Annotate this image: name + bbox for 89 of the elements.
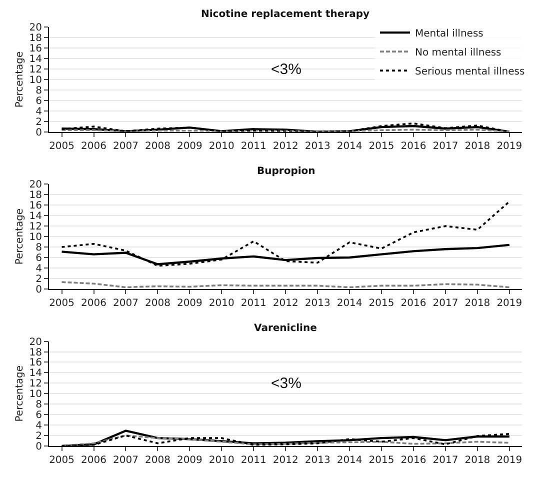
- y-tick-label: 0: [36, 284, 42, 296]
- y-tick-label: 4: [36, 106, 42, 118]
- y-axis-title: Percentage: [14, 365, 26, 422]
- x-tick-label: 2009: [176, 140, 202, 152]
- legend-label: Serious mental illness: [415, 66, 525, 78]
- y-tick-label: 8: [36, 85, 42, 96]
- y-tick-label: 20: [29, 22, 42, 34]
- x-tick-label: 2012: [272, 298, 298, 309]
- x-tick-label: 2016: [400, 140, 426, 152]
- x-tick-label: 2010: [208, 454, 234, 466]
- x-tick-label: 2018: [464, 454, 490, 466]
- y-tick-label: 6: [36, 96, 42, 107]
- y-tick-label: 0: [36, 441, 42, 452]
- x-tick-label: 2017: [432, 454, 458, 466]
- y-tick-label: 6: [36, 410, 42, 422]
- x-tick-label: 2015: [368, 140, 394, 152]
- x-tick-label: 2010: [208, 140, 234, 152]
- x-tick-label: 2007: [113, 454, 138, 466]
- x-tick-label: 2009: [176, 298, 202, 309]
- x-tick-label: 2016: [400, 454, 426, 466]
- x-tick-label: 2013: [304, 454, 330, 466]
- y-tick-label: 0: [36, 127, 42, 138]
- y-tick-label: 16: [29, 44, 42, 55]
- y-tick-label: 2: [36, 430, 42, 442]
- x-tick-label: 2015: [368, 454, 394, 466]
- x-tick-label: 2017: [432, 140, 458, 152]
- y-tick-label: 4: [36, 420, 42, 432]
- x-tick-label: 2019: [496, 298, 522, 309]
- x-tick-label: 2009: [176, 454, 202, 466]
- y-tick-label: 6: [36, 252, 42, 264]
- chart-title: Nicotine replacement therapy: [201, 9, 370, 20]
- x-tick-label: 2012: [272, 454, 298, 466]
- y-tick-label: 12: [29, 378, 42, 390]
- x-tick-label: 2005: [49, 298, 75, 309]
- annotation: <3%: [271, 61, 302, 78]
- y-tick-label: 14: [29, 54, 42, 66]
- x-tick-label: 2013: [304, 298, 330, 309]
- x-tick-label: 2015: [368, 298, 394, 309]
- x-tick-label: 2017: [432, 298, 458, 309]
- y-tick-label: 10: [29, 389, 42, 400]
- y-tick-label: 20: [29, 180, 42, 191]
- y-tick-label: 10: [29, 74, 42, 86]
- y-tick-label: 16: [29, 358, 42, 369]
- x-tick-label: 2014: [336, 140, 362, 152]
- y-tick-label: 8: [36, 242, 42, 254]
- y-tick-label: 16: [29, 200, 42, 212]
- x-tick-label: 2013: [304, 140, 330, 152]
- x-tick-label: 2014: [336, 298, 362, 309]
- x-tick-label: 2011: [240, 454, 266, 466]
- x-tick-label: 2008: [144, 454, 170, 466]
- chart-title: Bupropion: [257, 166, 316, 177]
- y-tick-label: 14: [29, 368, 42, 380]
- x-tick-label: 2011: [240, 298, 266, 309]
- x-tick-label: 2007: [113, 298, 138, 309]
- x-tick-label: 2008: [144, 298, 170, 309]
- x-tick-label: 2011: [240, 140, 266, 152]
- y-tick-label: 2: [36, 116, 42, 128]
- chart-title: Varenicline: [254, 323, 318, 334]
- x-tick-label: 2010: [208, 298, 234, 309]
- x-tick-label: 2019: [496, 454, 522, 466]
- x-tick-label: 2018: [464, 298, 490, 309]
- x-tick-label: 2005: [49, 454, 75, 466]
- x-tick-label: 2018: [464, 140, 490, 152]
- y-tick-label: 20: [29, 336, 42, 348]
- y-axis-title: Percentage: [14, 208, 26, 265]
- x-tick-label: 2016: [400, 298, 426, 309]
- x-tick-label: 2006: [81, 298, 106, 309]
- x-tick-label: 2019: [496, 140, 522, 152]
- y-tick-label: 8: [36, 400, 42, 411]
- y-tick-label: 14: [29, 211, 42, 222]
- annotation: <3%: [271, 375, 302, 392]
- y-tick-label: 18: [29, 190, 42, 202]
- y-axis-title: Percentage: [14, 51, 26, 108]
- x-tick-label: 2014: [336, 454, 362, 466]
- x-tick-label: 2012: [272, 140, 298, 152]
- x-tick-label: 2006: [81, 140, 106, 152]
- y-tick-label: 10: [29, 232, 42, 244]
- y-tick-label: 12: [29, 222, 42, 233]
- y-tick-label: 18: [29, 33, 42, 44]
- x-tick-label: 2007: [113, 140, 138, 152]
- y-tick-label: 12: [29, 64, 42, 76]
- x-tick-label: 2008: [144, 140, 170, 152]
- x-tick-label: 2006: [81, 454, 106, 466]
- legend-label: No mental illness: [415, 47, 502, 58]
- y-tick-label: 2: [36, 274, 42, 285]
- x-tick-label: 2005: [49, 140, 75, 152]
- y-tick-label: 4: [36, 263, 42, 274]
- y-tick-label: 18: [29, 347, 42, 358]
- legend-label: Mental illness: [415, 28, 484, 40]
